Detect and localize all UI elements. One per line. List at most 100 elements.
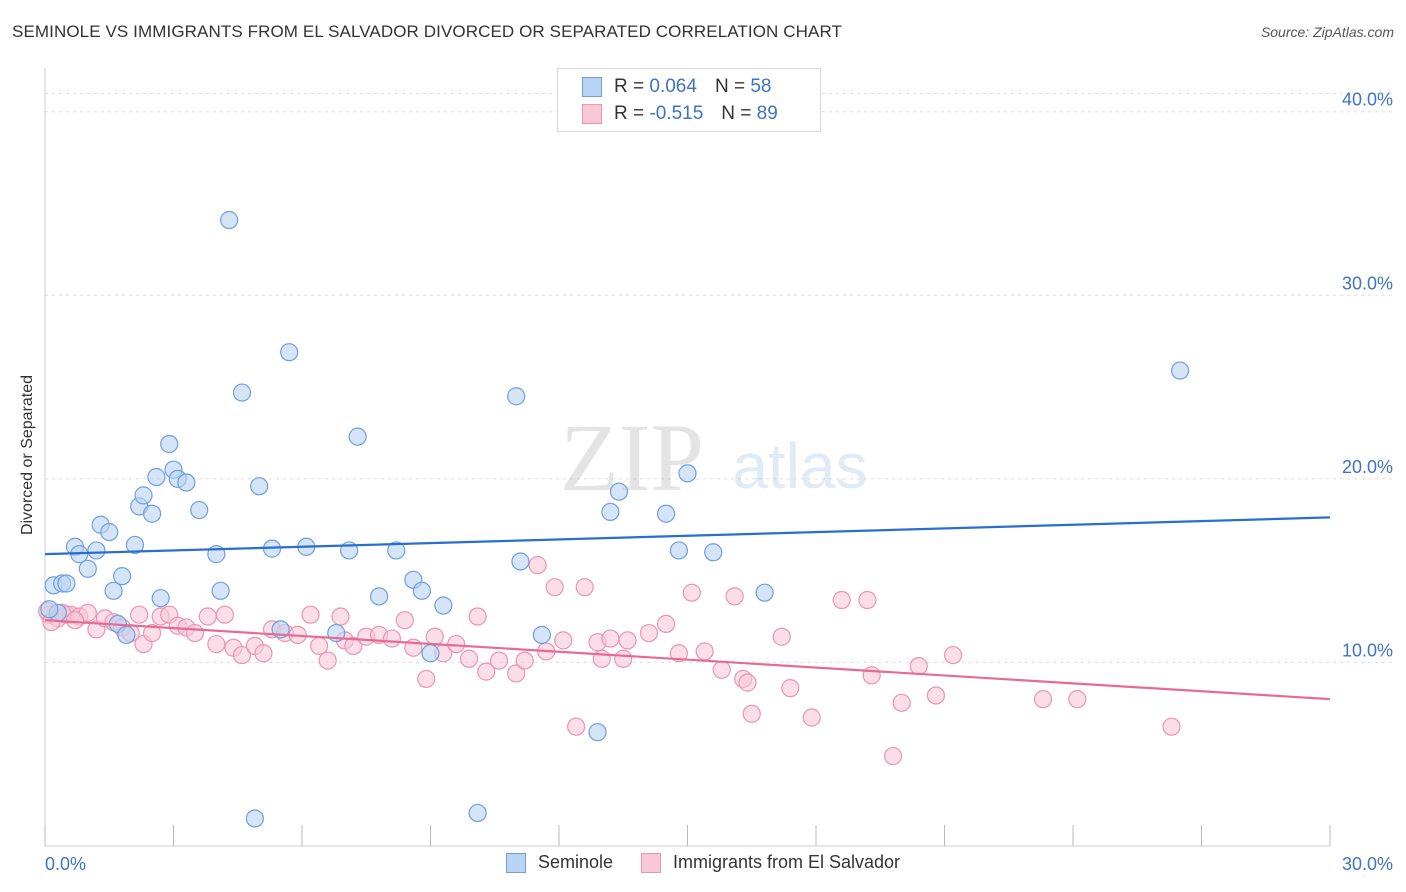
seminole-point xyxy=(507,387,526,406)
axes xyxy=(44,68,1331,847)
salvador-point xyxy=(1033,690,1053,709)
n-label: N = xyxy=(714,76,746,97)
seminole-point xyxy=(669,541,689,560)
seminole-point xyxy=(468,803,487,823)
salvador-point xyxy=(395,611,414,630)
seminole-point xyxy=(142,504,162,523)
seminole-point xyxy=(601,502,620,521)
salvador-trend-line xyxy=(44,619,1331,701)
seminole-point xyxy=(100,522,119,542)
salvador-point xyxy=(567,717,586,736)
gridlines xyxy=(45,92,1392,663)
seminole-point xyxy=(370,587,389,606)
watermark-atlas: atlas xyxy=(732,430,867,502)
seminole-point xyxy=(125,535,145,555)
seminole-point xyxy=(87,541,106,560)
seminole-point xyxy=(112,567,132,586)
seminole-point xyxy=(387,541,406,560)
watermark: ZIP atlas xyxy=(560,404,868,511)
salvador-point xyxy=(802,708,821,727)
seminole-point xyxy=(151,589,170,608)
salvador-points xyxy=(38,556,1181,766)
seminole-point xyxy=(160,434,179,454)
salvador-point xyxy=(65,611,85,630)
salvador-point xyxy=(669,644,689,663)
seminole-point xyxy=(177,473,196,492)
seminole-point xyxy=(220,210,239,230)
y-tick-label: 30.0% xyxy=(1342,273,1393,293)
salvador-point xyxy=(515,651,534,670)
salvador-point xyxy=(344,636,363,656)
r-label: R = xyxy=(614,103,645,124)
seminole-point xyxy=(147,467,166,487)
salvador-swatch xyxy=(640,852,661,873)
salvador-point xyxy=(185,623,205,643)
salvador-point xyxy=(554,631,573,650)
seminole-point xyxy=(57,574,76,593)
watermark-zip: ZIP xyxy=(560,404,704,511)
seminole-point xyxy=(40,600,59,619)
trend-lines xyxy=(44,516,1331,701)
y-tick-label: 10.0% xyxy=(1342,640,1393,660)
salvador-point xyxy=(318,651,337,670)
salvador-point xyxy=(528,556,547,575)
seminole-point xyxy=(511,552,530,571)
salvador-point xyxy=(742,704,761,723)
seminole-point xyxy=(1170,361,1190,380)
seminole-point xyxy=(421,644,440,663)
salvador-point xyxy=(892,693,911,712)
source-label: Source: ZipAtlas.com xyxy=(1260,24,1394,40)
seminole-point xyxy=(211,581,230,600)
x-tick-label: 30.0% xyxy=(1342,854,1393,874)
seminole-point xyxy=(250,477,269,496)
salvador-point xyxy=(1068,690,1087,709)
salvador-point xyxy=(926,686,946,705)
salvador-point xyxy=(198,607,217,626)
salvador-point xyxy=(858,590,877,610)
seminole-point xyxy=(704,543,723,562)
seminole-point xyxy=(280,343,299,362)
salvador-point xyxy=(254,644,273,663)
seminole-point xyxy=(190,500,209,520)
salvador-point xyxy=(712,660,731,679)
salvador-point xyxy=(507,664,526,683)
series-legend: Seminole Immigrants from El Salvador xyxy=(0,852,1406,873)
salvador-point xyxy=(215,605,234,624)
seminole-point xyxy=(609,482,629,501)
y-tick-label: 40.0% xyxy=(1342,90,1393,110)
r-value: 0.064 xyxy=(649,76,697,97)
salvador-point xyxy=(832,590,851,610)
salvador-point xyxy=(468,607,487,626)
seminole-point xyxy=(434,596,453,615)
salvador-point xyxy=(1162,717,1181,736)
salvador-point xyxy=(695,642,714,661)
salvador-point xyxy=(601,629,620,648)
n-label: N = xyxy=(721,103,752,124)
chart-title: SEMINOLE VS IMMIGRANTS FROM EL SALVADOR … xyxy=(12,22,843,41)
legend-item-salvador: Immigrants from El Salvador xyxy=(640,852,901,873)
salvador-point xyxy=(862,666,881,685)
seminole-point xyxy=(588,723,607,742)
salvador-point xyxy=(592,649,611,668)
salvador-point xyxy=(425,627,444,646)
legend-label-salvador: Immigrants from El Salvador xyxy=(672,852,901,872)
seminole-point xyxy=(532,625,551,644)
seminole-point xyxy=(755,583,774,602)
seminole-point xyxy=(656,504,676,523)
salvador-point xyxy=(618,631,637,650)
salvador-point xyxy=(639,623,659,643)
salvador-point xyxy=(614,649,633,668)
salvador-point xyxy=(781,679,800,698)
seminole-swatch xyxy=(505,852,526,873)
legend-label-seminole: Seminole xyxy=(537,852,613,872)
seminole-point xyxy=(78,559,97,578)
salvador-point xyxy=(682,583,701,602)
salvador-point xyxy=(331,607,350,626)
salvador-point xyxy=(477,662,496,681)
seminole-swatch xyxy=(582,77,602,97)
salvador-point xyxy=(459,649,479,668)
seminole-point xyxy=(678,464,697,483)
legend-item-seminole: Seminole xyxy=(505,852,613,873)
salvador-point xyxy=(417,669,436,689)
